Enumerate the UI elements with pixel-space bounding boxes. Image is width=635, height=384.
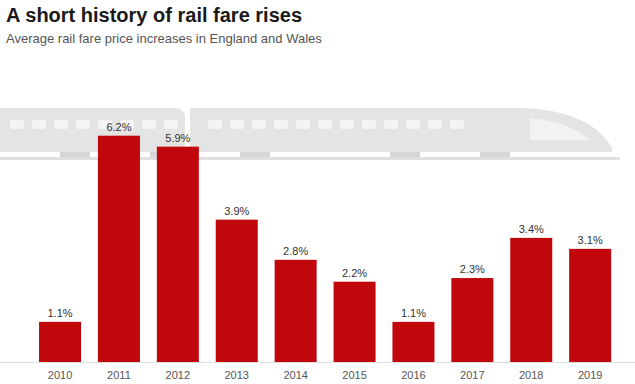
train-window (208, 120, 222, 129)
train-window (296, 120, 310, 129)
title: A short history of rail fare rises (6, 4, 302, 26)
bar (275, 260, 317, 362)
train-window (164, 120, 178, 129)
train-bogie (390, 152, 420, 157)
data-label: 1.1% (401, 307, 426, 319)
train-window (318, 120, 332, 129)
bar (451, 278, 493, 362)
bar (569, 249, 611, 362)
train-window (54, 120, 68, 129)
train-window (406, 120, 420, 129)
train-window (362, 120, 376, 129)
data-label: 3.4% (519, 223, 544, 235)
train-window (230, 120, 244, 129)
train-windscreen (530, 118, 590, 140)
bars (39, 136, 611, 362)
train-illustration (0, 108, 620, 160)
data-label: 6.2% (106, 121, 131, 133)
train-bogie (480, 152, 510, 157)
data-label: 3.1% (578, 234, 603, 246)
bar (98, 136, 140, 362)
train-car (0, 108, 185, 152)
data-label: 3.9% (224, 205, 249, 217)
train-bogie (60, 152, 90, 157)
train-window (274, 120, 288, 129)
x-tick-label: 2014 (283, 369, 307, 381)
x-tick-label: 2016 (401, 369, 425, 381)
bar (39, 322, 81, 362)
train-window (428, 120, 442, 129)
subtitle: Average rail fare price increases in Eng… (6, 31, 322, 46)
train-window (450, 120, 464, 129)
bar (334, 282, 376, 362)
data-label: 2.2% (342, 267, 367, 279)
x-tick-label: 2010 (48, 369, 72, 381)
train-window (10, 120, 24, 129)
train-window (340, 120, 354, 129)
train-window (32, 120, 46, 129)
x-tick-label: 2011 (107, 369, 131, 381)
train-window (76, 120, 90, 129)
train-window (252, 120, 266, 129)
data-label: 2.3% (460, 263, 485, 275)
data-label: 2.8% (283, 245, 308, 257)
bar (510, 238, 552, 362)
chart-svg: A short history of rail fare rises Averag… (0, 0, 635, 384)
train-window (384, 120, 398, 129)
x-tick-label: 2018 (519, 369, 543, 381)
x-tick-label: 2012 (166, 369, 190, 381)
chart-root: A short history of rail fare rises Averag… (0, 0, 635, 384)
x-tick-label: 2019 (578, 369, 602, 381)
data-label: 1.1% (48, 307, 73, 319)
train-engine (190, 108, 612, 152)
x-tick-label: 2013 (225, 369, 249, 381)
baseline (0, 362, 635, 363)
data-label: 5.9% (165, 132, 190, 144)
train-track (0, 157, 620, 160)
x-tick-label: 2015 (342, 369, 366, 381)
bar (216, 220, 258, 362)
x-tick-label: 2017 (460, 369, 484, 381)
train-window (142, 120, 156, 129)
bar (157, 147, 199, 362)
bar (392, 322, 434, 362)
train-bogie (240, 152, 270, 157)
